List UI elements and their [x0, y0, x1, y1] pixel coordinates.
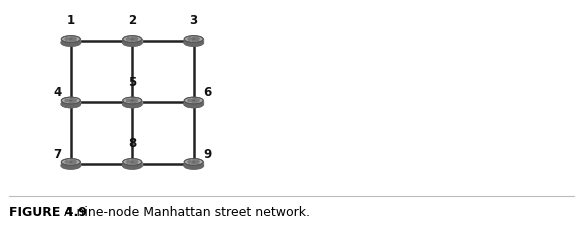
Text: 1: 1	[67, 14, 75, 27]
Ellipse shape	[193, 39, 195, 40]
Polygon shape	[188, 160, 193, 163]
Polygon shape	[122, 162, 142, 166]
Polygon shape	[70, 37, 77, 39]
Ellipse shape	[122, 39, 142, 46]
Ellipse shape	[122, 162, 142, 169]
Ellipse shape	[122, 162, 142, 169]
Ellipse shape	[184, 39, 203, 46]
Polygon shape	[184, 100, 203, 104]
Text: FIGURE 4.9: FIGURE 4.9	[9, 206, 87, 219]
Ellipse shape	[62, 159, 80, 165]
Polygon shape	[70, 98, 77, 100]
Ellipse shape	[131, 100, 134, 101]
Polygon shape	[65, 99, 70, 102]
Polygon shape	[65, 37, 70, 40]
Polygon shape	[184, 39, 203, 43]
Polygon shape	[188, 99, 193, 102]
Polygon shape	[131, 160, 138, 162]
Ellipse shape	[62, 36, 80, 42]
Text: 8: 8	[128, 137, 137, 150]
Ellipse shape	[184, 97, 203, 104]
Ellipse shape	[184, 159, 203, 165]
Polygon shape	[69, 39, 76, 41]
Ellipse shape	[122, 101, 142, 108]
Ellipse shape	[62, 162, 80, 169]
Ellipse shape	[184, 36, 203, 42]
Polygon shape	[69, 101, 76, 103]
Text: 6: 6	[203, 86, 212, 99]
Polygon shape	[122, 100, 142, 104]
Polygon shape	[188, 37, 193, 40]
Polygon shape	[122, 39, 142, 43]
Text: 7: 7	[53, 148, 62, 161]
Polygon shape	[130, 39, 138, 41]
Polygon shape	[70, 160, 77, 162]
Ellipse shape	[122, 101, 142, 108]
Polygon shape	[69, 162, 76, 164]
Ellipse shape	[122, 39, 142, 46]
Text: A nine-node Manhattan street network.: A nine-node Manhattan street network.	[52, 206, 309, 219]
Ellipse shape	[184, 162, 203, 169]
Polygon shape	[62, 39, 80, 43]
Ellipse shape	[184, 162, 203, 169]
Ellipse shape	[122, 97, 142, 104]
Polygon shape	[130, 101, 138, 103]
Ellipse shape	[70, 39, 72, 40]
Polygon shape	[193, 98, 199, 100]
Ellipse shape	[62, 162, 80, 169]
Ellipse shape	[184, 101, 203, 108]
Polygon shape	[131, 37, 138, 39]
Text: 5: 5	[128, 76, 137, 89]
Polygon shape	[127, 99, 131, 102]
Text: 4: 4	[53, 86, 62, 99]
Polygon shape	[193, 160, 199, 162]
Polygon shape	[192, 101, 199, 103]
Ellipse shape	[70, 100, 72, 101]
Polygon shape	[127, 37, 131, 40]
Ellipse shape	[122, 36, 142, 42]
Polygon shape	[62, 162, 80, 166]
Polygon shape	[184, 162, 203, 166]
Text: 3: 3	[190, 14, 197, 27]
Polygon shape	[127, 160, 131, 163]
Ellipse shape	[122, 159, 142, 165]
Ellipse shape	[62, 101, 80, 108]
Ellipse shape	[62, 101, 80, 108]
Text: 9: 9	[203, 148, 212, 161]
Polygon shape	[192, 162, 199, 164]
Ellipse shape	[184, 39, 203, 46]
Polygon shape	[62, 100, 80, 104]
Ellipse shape	[62, 97, 80, 104]
Polygon shape	[192, 39, 199, 41]
Ellipse shape	[193, 100, 195, 101]
Ellipse shape	[62, 39, 80, 46]
Polygon shape	[130, 162, 138, 164]
Ellipse shape	[62, 39, 80, 46]
Polygon shape	[131, 98, 138, 100]
Text: 2: 2	[128, 14, 137, 27]
Ellipse shape	[131, 39, 134, 40]
Polygon shape	[193, 37, 199, 39]
Ellipse shape	[184, 101, 203, 108]
Polygon shape	[65, 160, 70, 163]
